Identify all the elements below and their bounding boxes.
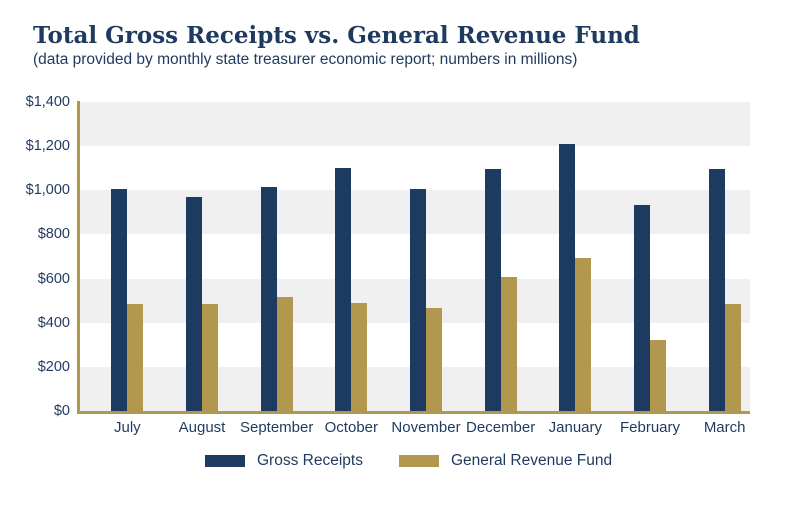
x-axis-month-label: March: [703, 419, 746, 436]
y-axis-tick-label: $0: [53, 403, 70, 419]
grid-band: [80, 146, 750, 190]
legend-item-general-revenue-fund: General Revenue Fund: [398, 452, 613, 470]
y-axis-tick-label: $800: [37, 226, 70, 243]
gross-receipts-bar: [559, 143, 576, 411]
gross-receipts-bar: [708, 169, 725, 411]
x-axis-month-label: January: [548, 419, 603, 436]
general-revenue-fund-bar: [500, 277, 517, 411]
x-axis-month-label: August: [178, 419, 226, 436]
page-title: Total Gross Receipts vs. General Revenue…: [33, 22, 640, 49]
x-axis-month-label: July: [113, 419, 141, 436]
gross-receipts-swatch: [205, 455, 245, 467]
y-axis-tick-label: $400: [37, 314, 70, 331]
general-revenue-fund-bar: [127, 303, 144, 411]
grid-band: [80, 102, 750, 147]
general-revenue-fund-swatch: [398, 455, 439, 467]
x-axis-month-label: September: [239, 419, 314, 436]
y-axis-tick-label: $200: [37, 358, 70, 375]
general-revenue-fund-bar: [276, 297, 293, 411]
gross-receipts-bar: [335, 168, 352, 411]
legend-label-general-revenue-fund: General Revenue Fund: [450, 452, 613, 469]
gross-receipts-bar: [260, 186, 277, 411]
general-revenue-fund-bar: [202, 303, 218, 411]
general-revenue-fund-bar: [724, 303, 741, 411]
y-axis-tick-label: $1,000: [25, 182, 70, 199]
general-revenue-fund-bar: [426, 308, 442, 411]
chart-legend: Gross Receipts General Revenue Fund: [205, 452, 612, 470]
gross-receipts-bar: [634, 204, 650, 411]
y-axis-tick-label: $1,200: [25, 138, 70, 155]
gross-receipts-bar: [484, 169, 501, 411]
page-subtitle: (data provided by monthly state treasure…: [33, 51, 578, 68]
legend-label-gross-receipts: Gross Receipts: [257, 452, 363, 469]
general-revenue-fund-bar: [575, 257, 592, 411]
gross-receipts-bar: [186, 196, 202, 411]
gross-receipts-bar: [410, 189, 426, 411]
x-axis-month-label: October: [324, 419, 378, 436]
x-axis-line: [77, 411, 750, 414]
x-axis-month-label: November: [391, 419, 461, 436]
gross-receipts-bar: [111, 189, 128, 411]
y-axis-line: [77, 101, 80, 414]
general-revenue-fund-bar: [351, 302, 368, 411]
x-axis-month-label: December: [466, 419, 536, 436]
y-axis-tick-label: $600: [37, 270, 70, 287]
legend-item-gross-receipts: Gross Receipts: [205, 452, 363, 470]
x-axis-month-label: February: [619, 419, 681, 436]
general-revenue-fund-bar: [650, 340, 666, 411]
y-axis-tick-label: $1,400: [25, 94, 70, 110]
